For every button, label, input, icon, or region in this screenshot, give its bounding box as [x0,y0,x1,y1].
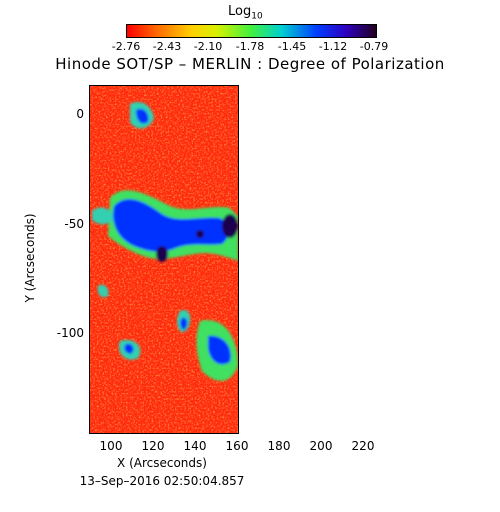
colorbar-tick: -2.10 [193,40,223,53]
polarization-map-image [90,86,238,433]
colorbar-tick: -1.12 [318,40,348,53]
colorbar-tick: -1.78 [235,40,265,53]
x-tick: 160 [225,439,249,453]
colorbar-tick: -2.43 [152,40,182,53]
y-axis-label: Y (Arcseconds) [23,213,37,303]
x-tick: 200 [309,439,333,453]
x-tick: 100 [99,439,123,453]
polarization-map [89,85,239,434]
x-tick: 180 [267,439,291,453]
y-tick: -100 [56,326,84,340]
colorbar-title: Log10 [228,4,263,22]
x-tick: 220 [351,439,375,453]
plot-title: Hinode SOT/SP – MERLIN : Degree of Polar… [55,55,445,73]
colorbar-tick: -2.76 [111,40,141,53]
x-tick: 140 [183,439,207,453]
x-tick: 120 [141,439,165,453]
colorbar [126,24,377,38]
colorbar-tick: -1.45 [277,40,307,53]
x-axis-label: X (Arcseconds) [117,456,207,470]
y-tick: 0 [76,107,84,121]
timestamp: 13–Sep–2016 02:50:04.857 [79,474,245,488]
y-tick: -50 [64,217,84,231]
colorbar-tick: -0.79 [359,40,389,53]
